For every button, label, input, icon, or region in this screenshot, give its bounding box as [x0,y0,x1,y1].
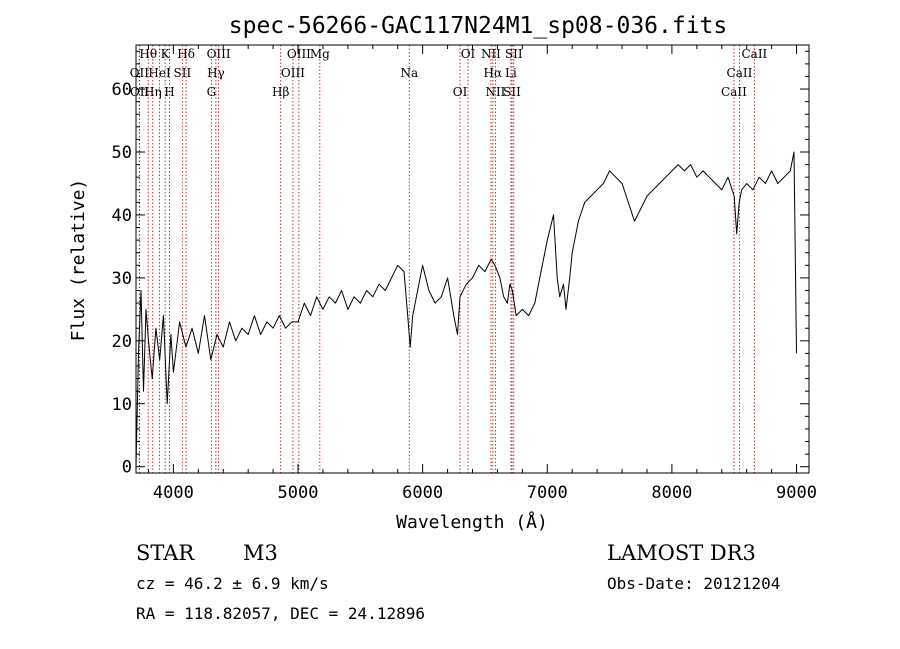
survey-name: LAMOST DR3 [607,541,756,565]
plot-frame [135,44,810,474]
spectrum-line [135,151,797,467]
x-tick-label: 8000 [651,483,692,503]
line-label: OII [130,85,150,99]
line-label: OIII [207,47,231,61]
object-subclass: M3 [243,541,278,565]
line-label: Hγ [207,66,225,80]
line-label: SII [503,85,521,99]
x-axis-label: Wavelength (Å) [396,511,548,533]
spectral-line-labels: HθOIIOIIKHeIHηHδSIIHOIIIHγGOIIIOIIIHβMgN… [130,47,768,99]
line-label: Hη [144,85,162,99]
spectrum [135,151,797,467]
line-label: NII [485,85,505,99]
line-label: Na [400,66,418,80]
line-label: CaII [721,85,747,99]
line-label: CaII [727,66,753,80]
line-label: Mg [310,47,330,61]
x-tick-label: 7000 [527,483,568,503]
line-label: G [207,85,217,99]
x-tick-label: 5000 [278,483,319,503]
y-tick-label: 10 [112,395,132,415]
line-label: OII [130,66,150,80]
line-label: SII [174,66,192,80]
y-tick-label: 30 [112,269,132,289]
obs-date-text: Obs-Date: 20121204 [607,574,780,593]
redshift-text: cz = 46.2 ± 6.9 km/s [136,574,329,593]
line-label: K [161,47,171,61]
y-tick-label: 50 [112,143,132,163]
line-label: HeI [148,66,171,80]
object-class: STAR [136,541,195,565]
line-label: Hα [484,66,503,80]
y-tick-label: 40 [112,206,132,226]
y-tick-label: 20 [112,332,132,352]
coordinates-text: RA = 118.82057, DEC = 24.12896 [136,604,425,623]
chart-title: spec-56266-GAC117N24M1_sp08-036.fits [229,13,728,39]
y-axis-label: Flux (relative) [68,179,89,342]
line-label: OI [453,85,468,99]
line-label: Li [505,66,517,80]
y-tick-label: 0 [122,458,132,478]
line-label: CaII [741,47,767,61]
line-label: NII [481,47,501,61]
x-tick-label: 4000 [153,483,194,503]
x-tick-label: 6000 [402,483,443,503]
spectral-lines [138,45,755,473]
line-label: SII [505,47,523,61]
line-label: Hθ [139,47,157,61]
x-tick-label: 9000 [776,483,817,503]
y-tick-label: 60 [112,80,132,100]
line-label: H [164,85,174,99]
line-label: OI [461,47,476,61]
line-label: OIII [281,66,305,80]
line-label: Hβ [272,85,289,99]
axis-ticks: 4000 5000 6000 7000 8000 9000 0 10 20 30 40 50 60 [112,45,817,503]
line-label: Hδ [177,47,195,61]
line-label: OIII [287,47,311,61]
